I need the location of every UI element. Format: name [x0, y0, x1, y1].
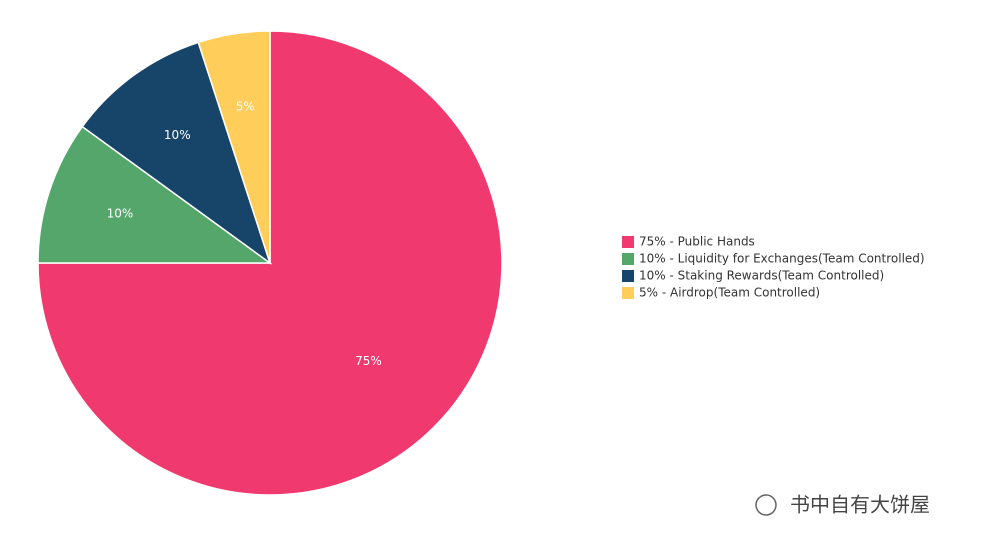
legend-swatch — [622, 270, 634, 282]
pie: 75% 10% 10% 5% — [37, 30, 503, 496]
watermark: 书中自有大饼屋 — [790, 493, 930, 517]
legend-label: 10% - Staking Rewards(Team Controlled) — [639, 269, 884, 283]
watermark-group: 书中自有大饼屋 — [755, 493, 930, 517]
slice-label: 5% — [236, 100, 255, 114]
pie-slice — [197, 30, 271, 264]
legend-swatch — [622, 236, 634, 248]
legend-label: 10% - Liquidity for Exchanges(Team Contr… — [639, 252, 925, 266]
pie-slice — [81, 41, 272, 265]
legend-label: 75% - Public Hands — [639, 235, 755, 249]
slice-label: 75% — [355, 354, 382, 368]
slice-label: 10% — [107, 207, 134, 221]
pie-slice — [37, 125, 273, 264]
legend: 75% - Public Hands 10% - Liquidity for Ex… — [622, 235, 925, 300]
watermark-icon — [755, 494, 777, 516]
legend-swatch — [622, 253, 634, 265]
legend-swatch — [622, 287, 634, 299]
slice-label: 10% — [164, 128, 191, 142]
legend-label: 5% - Airdrop(Team Controlled) — [639, 286, 820, 300]
